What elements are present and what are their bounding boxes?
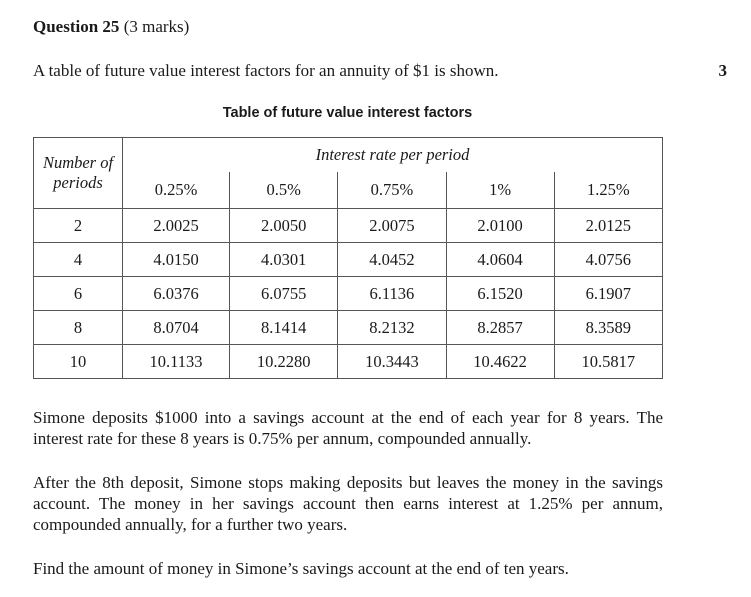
period-cell: 2 — [33, 208, 123, 243]
factor-cell: 8.2857 — [445, 310, 555, 345]
rate-header-cell: 1% — [445, 172, 555, 209]
number-of-periods-header: Number of periods — [33, 137, 123, 209]
factor-cell: 2.0100 — [445, 208, 555, 243]
table-row: 4 4.0150 4.0301 4.0452 4.0604 4.0756 — [33, 242, 664, 277]
factor-cell: 6.0755 — [229, 276, 339, 311]
question-heading: Question 25 (3 marks) — [33, 17, 189, 37]
factor-cell: 10.3443 — [337, 344, 447, 379]
factor-cell: 10.1133 — [121, 344, 231, 379]
rate-header-cell: 0.25% — [121, 172, 231, 209]
factor-cell: 8.1414 — [229, 310, 339, 345]
question-marks: (3 marks) — [123, 17, 190, 36]
factor-cell: 8.0704 — [121, 310, 231, 345]
question-label: Question 25 — [33, 17, 120, 36]
factor-cell: 2.0075 — [337, 208, 447, 243]
factor-cell: 4.0756 — [553, 242, 664, 277]
factor-cell: 10.4622 — [445, 344, 555, 379]
question-paragraph: After the 8th deposit, Simone stops maki… — [33, 473, 663, 534]
factor-cell: 6.1907 — [553, 276, 664, 311]
factor-cell: 8.2132 — [337, 310, 447, 345]
question-paragraph: Simone deposits $1000 into a savings acc… — [33, 408, 663, 448]
factor-cell: 2.0050 — [229, 208, 339, 243]
question-prompt: Find the amount of money in Simone’s sav… — [33, 559, 569, 578]
rate-header-cell: 1.25% — [553, 172, 664, 209]
period-cell: 6 — [33, 276, 123, 311]
factor-cell: 10.5817 — [553, 344, 664, 379]
period-cell: 4 — [33, 242, 123, 277]
factor-cell: 8.3589 — [553, 310, 664, 345]
interest-rate-header: Interest rate per period — [122, 137, 663, 172]
factor-cell: 4.0301 — [229, 242, 339, 277]
factor-cell: 4.0150 — [121, 242, 231, 277]
factor-cell: 6.1136 — [337, 276, 447, 311]
table-header-row: Number of periods Interest rate per peri… — [33, 137, 663, 209]
factor-cell: 2.0125 — [553, 208, 664, 243]
factor-cell: 2.0025 — [121, 208, 231, 243]
factor-cell: 6.1520 — [445, 276, 555, 311]
rate-header-cell: 0.75% — [337, 172, 447, 209]
table-row: 10 10.1133 10.2280 10.3443 10.4622 10.58… — [33, 344, 664, 379]
table-title: Table of future value interest factors — [222, 105, 473, 121]
interest-factor-table: Number of periods Interest rate per peri… — [33, 137, 664, 379]
table-row: 6 6.0376 6.0755 6.1136 6.1520 6.1907 — [33, 276, 664, 311]
factor-cell: 6.0376 — [121, 276, 231, 311]
factor-cell: 4.0452 — [337, 242, 447, 277]
period-cell: 8 — [33, 310, 123, 345]
question-intro: A table of future value interest factors… — [33, 61, 499, 80]
table-row: 2 2.0025 2.0050 2.0075 2.0100 2.0125 — [33, 208, 664, 243]
factor-cell: 10.2280 — [229, 344, 339, 379]
period-cell: 10 — [33, 344, 123, 379]
rate-header-row: 0.25% 0.5% 0.75% 1% 1.25% — [34, 172, 664, 209]
marks-margin: 3 — [718, 61, 728, 80]
factor-cell: 4.0604 — [445, 242, 555, 277]
table-row: 8 8.0704 8.1414 8.2132 8.2857 8.3589 — [33, 310, 664, 345]
rate-header-cell: 0.5% — [229, 172, 339, 209]
